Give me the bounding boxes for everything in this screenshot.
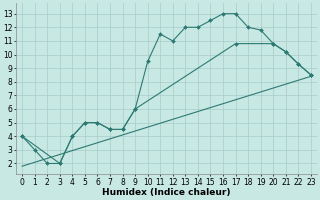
X-axis label: Humidex (Indice chaleur): Humidex (Indice chaleur): [102, 188, 231, 197]
